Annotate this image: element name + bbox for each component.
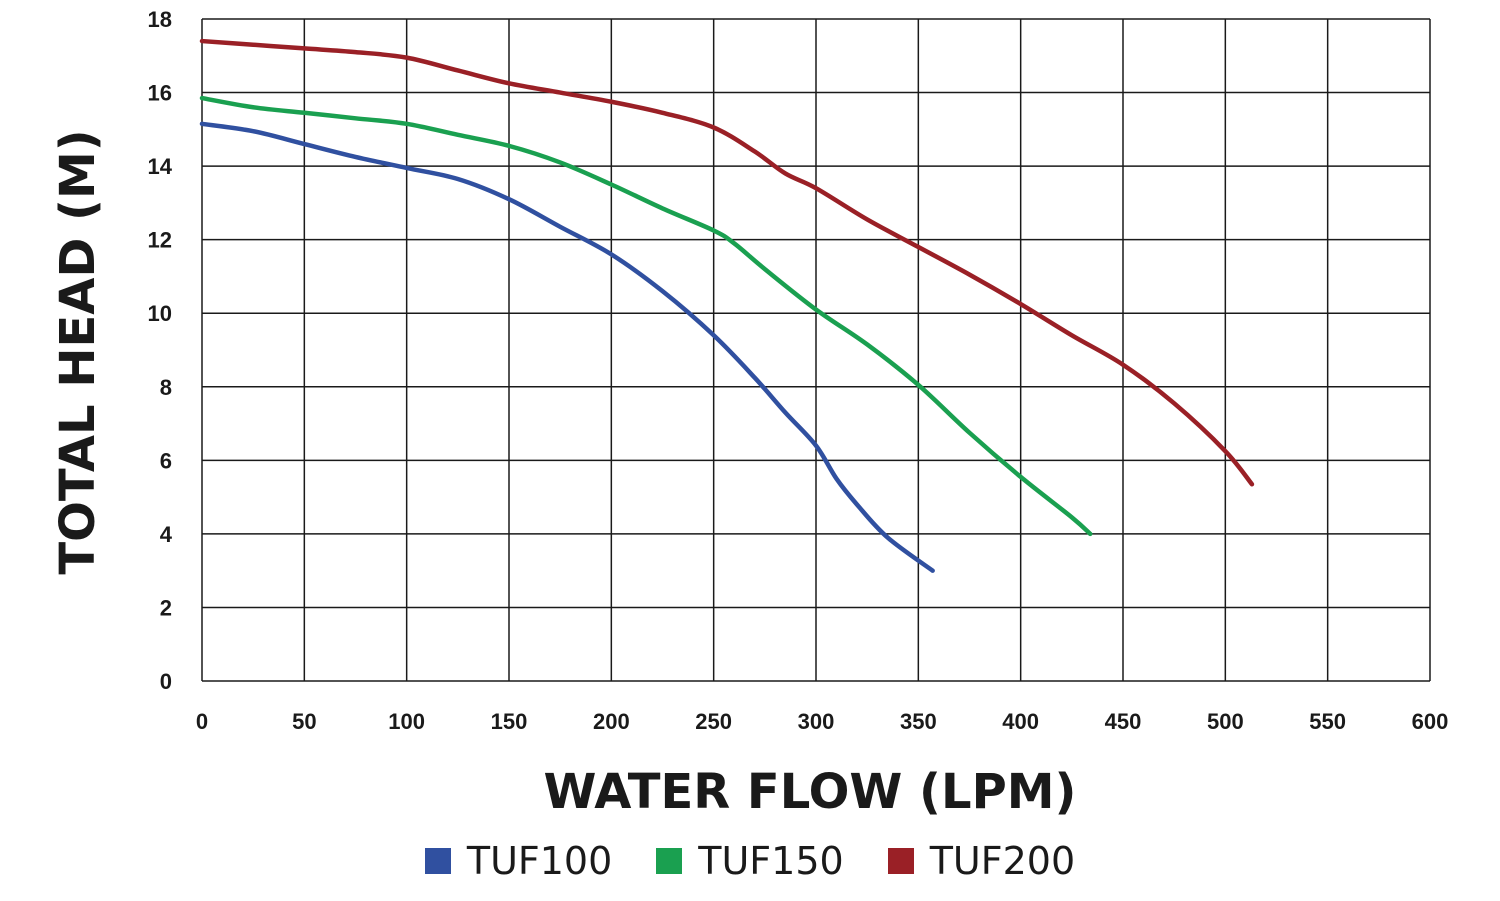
legend-label: TUF100 (466, 839, 613, 883)
legend-swatch (887, 848, 914, 874)
legend-label: TUF200 (929, 839, 1076, 883)
chart-series (199, 38, 1255, 573)
y-axis-label: TOTAL HEAD (M) (50, 129, 106, 574)
x-tick-label: 150 (491, 709, 528, 734)
x-tick-label: 350 (900, 709, 937, 734)
legend-label: TUF150 (698, 839, 844, 883)
chart-grid (201, 18, 1431, 682)
series-line-tuf150 (199, 95, 1093, 537)
x-tick-label: 50 (292, 709, 316, 734)
series-line-tuf100 (199, 121, 935, 573)
x-tick-label: 200 (593, 709, 630, 734)
y-tick-label: 16 (148, 81, 172, 106)
y-tick-label: 0 (160, 669, 172, 694)
y-axis-ticks: 0 2 4 6 8 10 12 14 16 18 (148, 7, 173, 694)
y-tick-label: 4 (160, 522, 173, 547)
x-tick-label: 600 (1412, 709, 1449, 734)
legend-item-tuf150: TUF150 (656, 838, 844, 884)
legend-swatch (656, 848, 683, 874)
y-tick-label: 14 (148, 154, 173, 179)
x-tick-label: 300 (798, 709, 835, 734)
series-line-tuf200 (199, 38, 1255, 487)
x-axis-label: WATER FLOW (LPM) (544, 764, 1077, 820)
x-tick-label: 400 (1002, 709, 1039, 734)
y-tick-label: 2 (160, 595, 172, 620)
x-tick-label: 250 (695, 709, 732, 734)
y-tick-label: 8 (160, 375, 172, 400)
x-axis-ticks: 0 50 100 150 200 250 300 350 400 450 500 550 600 (196, 709, 1448, 734)
legend-item-tuf100: TUF100 (424, 838, 613, 884)
x-tick-label: 450 (1105, 709, 1142, 734)
x-tick-label: 0 (196, 709, 208, 734)
y-tick-label: 18 (148, 7, 172, 32)
legend-swatch (424, 848, 451, 874)
x-tick-label: 550 (1309, 709, 1346, 734)
x-tick-label: 100 (388, 709, 425, 734)
legend: TUF100 TUF150 TUF200 (0, 838, 1500, 884)
y-tick-label: 10 (148, 301, 172, 326)
y-tick-label: 12 (148, 228, 172, 253)
x-tick-label: 500 (1207, 709, 1244, 734)
legend-item-tuf200: TUF200 (887, 838, 1076, 884)
y-tick-label: 6 (160, 448, 172, 473)
